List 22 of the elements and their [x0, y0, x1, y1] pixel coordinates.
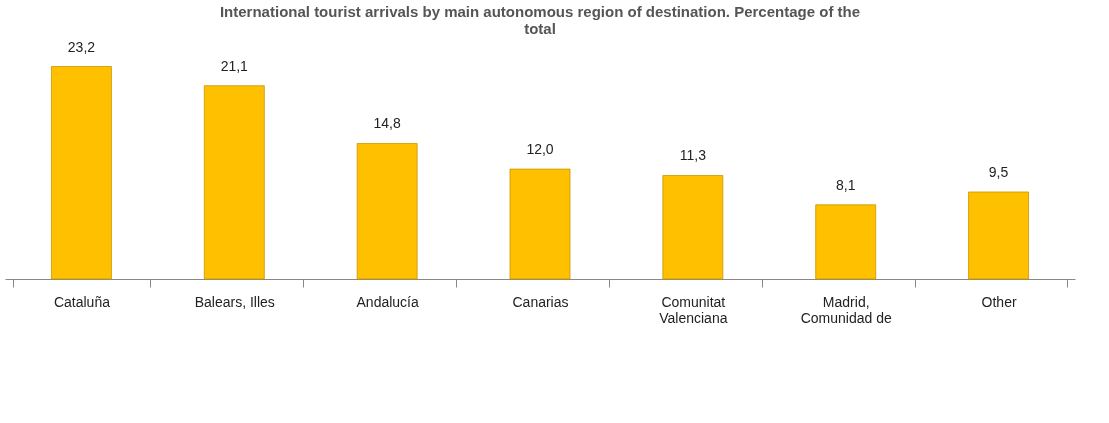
x-tick-label: Balears, Illes	[194, 293, 275, 310]
bar	[815, 204, 877, 280]
x-tick-label: Andalucía	[356, 293, 419, 310]
data-label: 11,3	[679, 147, 707, 164]
data-label: 14,8	[373, 115, 401, 132]
bar	[356, 143, 418, 280]
x-tick-label: Other	[981, 293, 1017, 310]
bar	[509, 168, 571, 280]
bar	[968, 191, 1029, 280]
data-label: 8,1	[835, 176, 856, 193]
data-label: 12,0	[526, 141, 554, 158]
x-tick-label: Madrid, Comunidad de	[800, 293, 892, 326]
data-label: 21,1	[220, 57, 249, 74]
x-tick-label: Cataluña	[53, 293, 111, 310]
chart-title: International tourist arrivals by main autonomous region of destination. Percentage of the total	[219, 2, 861, 37]
data-label: 9,5	[988, 163, 1009, 180]
bar	[662, 175, 724, 280]
data-label: 23,2	[67, 38, 96, 55]
x-tick-label: Canarias	[512, 293, 569, 310]
x-tick-label: Comunitat Valenciana	[659, 293, 728, 326]
bar	[203, 85, 265, 280]
bar	[51, 66, 112, 280]
